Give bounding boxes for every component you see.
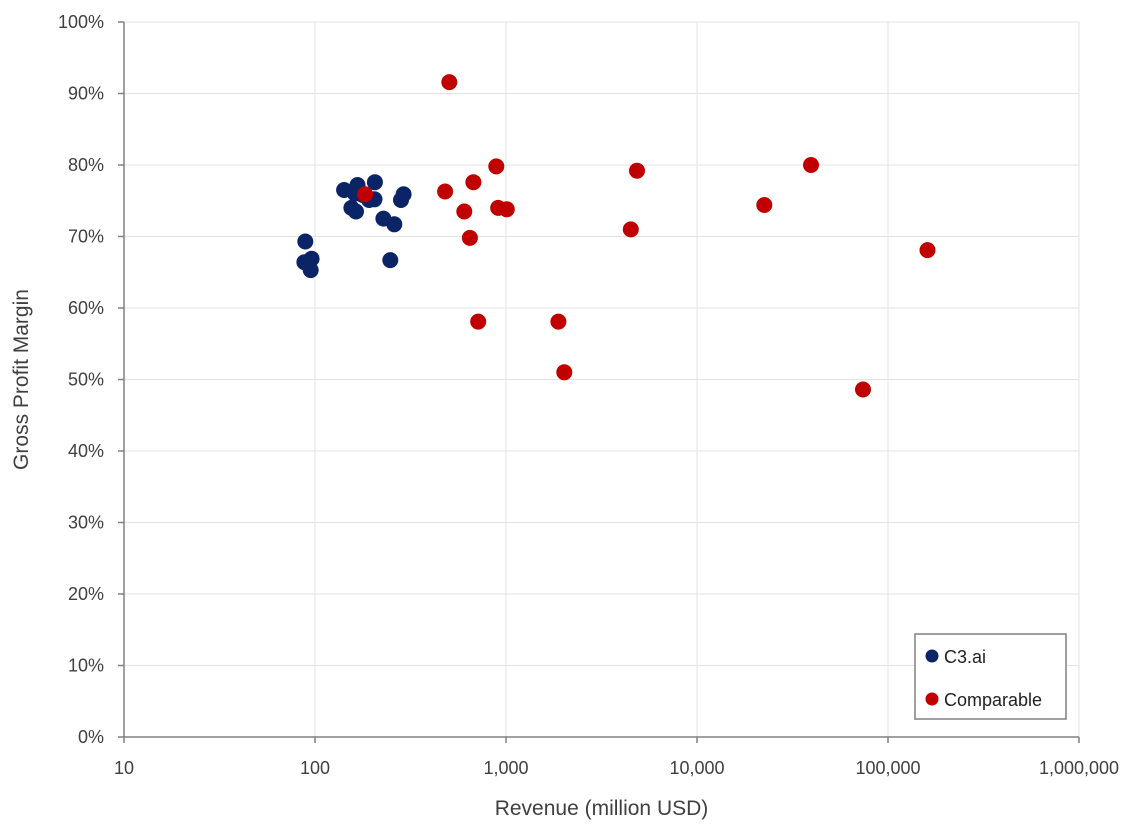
comparable-point: [441, 74, 458, 91]
comparable-point: [855, 381, 871, 398]
comparable-point: [465, 174, 482, 191]
y-tick-label: 10%: [68, 656, 104, 676]
y-tick-label: 50%: [68, 370, 104, 390]
x-tick-label: 1,000,000: [1039, 758, 1119, 778]
comparable-point: [556, 364, 573, 381]
series-c3ai: [296, 174, 412, 279]
y-tick-label: 20%: [68, 584, 104, 604]
comparable-point: [756, 197, 773, 213]
x-axis-title: Revenue (million USD): [495, 797, 709, 820]
c3ai-point: [395, 186, 412, 203]
legend: C3.ai Comparable: [914, 633, 1067, 720]
c3ai-point: [348, 203, 364, 220]
comparable-point: [803, 157, 819, 173]
y-tick-label: 30%: [68, 513, 104, 533]
y-tick-label: 100%: [58, 12, 104, 32]
c3ai-point: [303, 250, 320, 267]
y-axis-title: Gross Profit Margin: [10, 289, 33, 470]
y-tick-label: 40%: [68, 441, 104, 461]
y-tick-label: 90%: [68, 84, 104, 104]
c3ai-point: [386, 216, 403, 233]
comparable-point: [470, 313, 487, 330]
legend-label-comparable: Comparable: [944, 690, 1042, 710]
y-tick-label: 0%: [78, 727, 104, 747]
x-ticks: 10 100 1,000 10,000 100,000 1,000,000: [114, 737, 1119, 778]
y-tick-label: 80%: [68, 155, 104, 175]
y-tick-label: 70%: [68, 227, 104, 247]
comparable-point: [550, 313, 567, 330]
y-tick-label: 60%: [68, 298, 104, 318]
legend-box: [914, 633, 1067, 720]
y-ticks: 0% 10% 20% 30% 40% 50% 60% 70% 80% 90% 100%: [58, 12, 124, 747]
c3ai-point: [366, 174, 383, 191]
comparable-point: [357, 186, 374, 203]
comparable-point: [629, 162, 645, 179]
legend-marker-c3ai: [925, 649, 939, 663]
comparable-point: [919, 242, 936, 259]
comparable-point: [461, 229, 478, 246]
x-tick-label: 10: [114, 758, 134, 778]
c3ai-point: [302, 262, 319, 279]
legend-marker-comparable: [925, 692, 939, 706]
x-tick-label: 100,000: [855, 758, 920, 778]
x-tick-label: 10,000: [669, 758, 724, 778]
comparable-point: [498, 201, 515, 218]
comparable-point: [488, 158, 505, 175]
c3ai-point: [297, 233, 314, 250]
x-tick-label: 1,000: [483, 758, 528, 778]
comparable-point: [456, 203, 473, 220]
comparable-point: [437, 183, 454, 200]
legend-label-c3ai: C3.ai: [944, 647, 986, 667]
x-tick-label: 100: [300, 758, 330, 778]
data-points: [296, 74, 936, 398]
comparable-point: [622, 221, 639, 238]
c3ai-point: [382, 252, 399, 269]
grid-lines: [124, 21, 1080, 737]
series-comparable: [357, 74, 936, 398]
